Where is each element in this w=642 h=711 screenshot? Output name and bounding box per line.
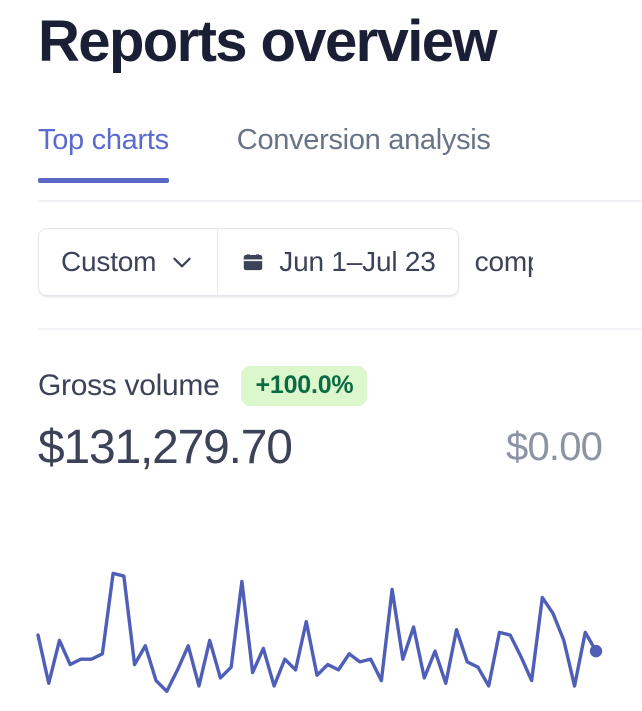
page-title: Reports overview: [38, 9, 498, 74]
section-divider: [38, 328, 642, 330]
date-range-picker[interactable]: Jun 1–Jul 23: [217, 229, 458, 295]
metric-primary-value: $131,279.70: [38, 420, 293, 474]
tab-bar: Top charts Conversion analysis: [0, 124, 642, 202]
metric-label: Gross volume: [38, 368, 220, 402]
tab-conversion-analysis[interactable]: Conversion analysis: [237, 124, 491, 183]
metric-values: $131,279.70 $0.00: [38, 420, 642, 476]
status-badge: +100.0%: [241, 366, 368, 406]
tab-top-charts[interactable]: Top charts: [38, 124, 169, 183]
date-range-label: Jun 1–Jul 23: [279, 246, 436, 277]
metric-card-gross-volume: Gross volume +100.0% $131,279.70 $0.00: [38, 366, 642, 476]
range-preset-dropdown[interactable]: Custom: [39, 229, 218, 295]
filters-toolbar: Custom: [38, 228, 533, 296]
compare-toggle-label[interactable]: comp: [474, 246, 533, 277]
metric-header: Gross volume +100.0%: [38, 366, 642, 406]
chevron-down-icon: [169, 249, 195, 275]
sparkline-path: [36, 571, 598, 694]
date-range-control-group: Custom: [38, 228, 459, 296]
sparkline-endpoint-dot: [589, 644, 603, 658]
tab-conversion-analysis-label: Conversion analysis: [236, 124, 491, 156]
range-preset-label: Custom: [61, 246, 157, 277]
gross-volume-sparkline[interactable]: [36, 548, 618, 708]
tab-top-charts-label: Top charts: [38, 124, 169, 156]
tab-active-indicator: [38, 178, 169, 183]
tab-bar-divider: [38, 200, 642, 202]
metric-compare-value: $0.00: [506, 424, 603, 469]
calendar-icon: [240, 249, 266, 275]
